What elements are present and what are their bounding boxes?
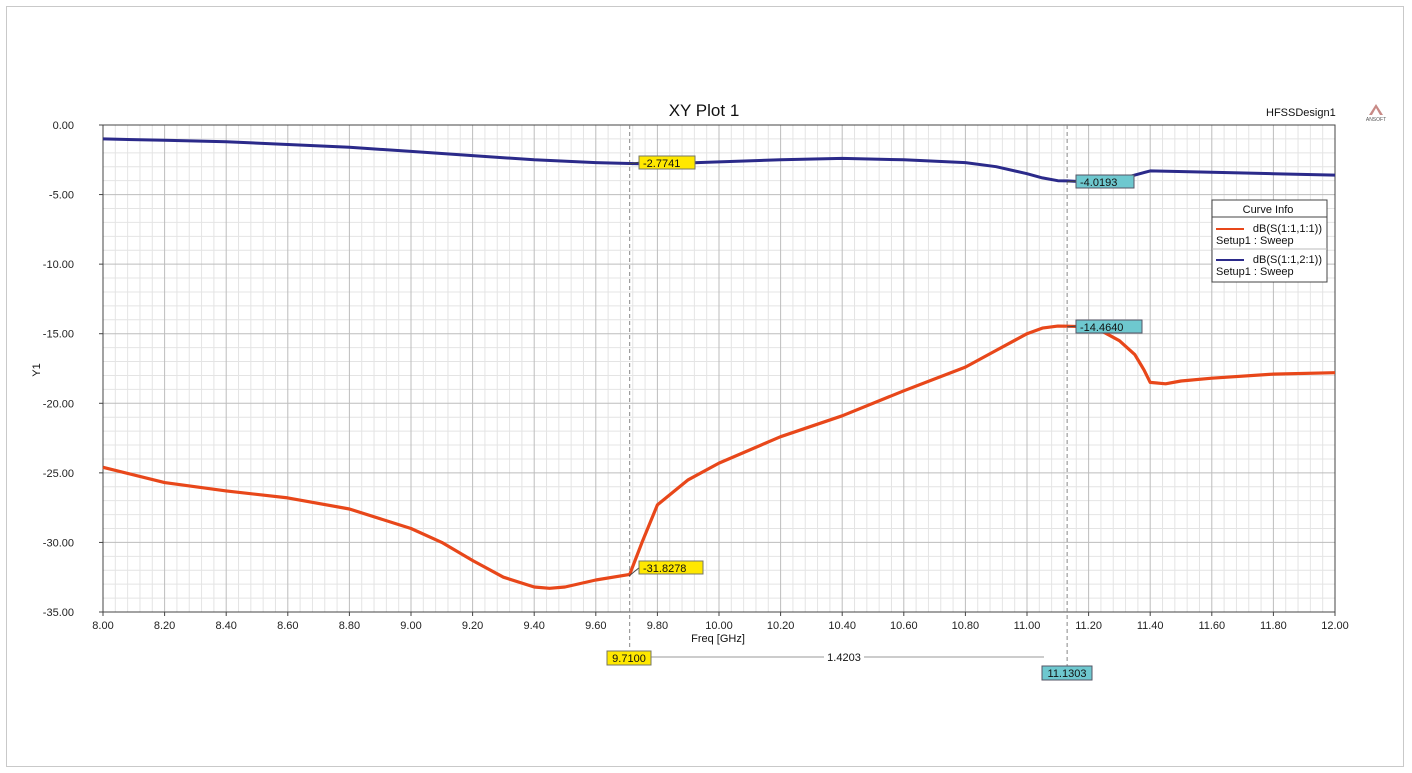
legend[interactable]: Curve Info dB(S(1:1,1:1)) Setup1 : Sweep… xyxy=(1211,199,1328,283)
marker-m1-label[interactable]: -2.7741 xyxy=(628,155,696,170)
x-tick-label: 9.80 xyxy=(647,620,668,632)
marker-m4-value: -14.4640 xyxy=(1080,322,1123,334)
marker-x2-label[interactable]: 11.1303 xyxy=(1041,665,1093,681)
y-tick-label: -5.00 xyxy=(49,190,74,202)
x-tick-label: 9.60 xyxy=(585,620,606,632)
y-tick-labels: 0.00 -5.00 -10.00 -15.00 -20.00 -25.00 -30.00 -… xyxy=(43,120,103,619)
design-name: HFSSDesign1 xyxy=(1266,107,1336,119)
legend-entry-s21: dB(S(1:1,2:1)) xyxy=(1253,254,1322,266)
x-tick-label: 11.20 xyxy=(1075,620,1102,632)
marker-x1-value: 9.7100 xyxy=(612,653,646,665)
marker-m2-value: -31.8278 xyxy=(643,563,686,575)
marker-m2-label[interactable]: -31.8278 xyxy=(628,560,704,577)
delta-value: 1.4203 xyxy=(827,652,861,664)
y-tick-label: -15.00 xyxy=(43,329,74,341)
legend-title: Curve Info xyxy=(1243,204,1294,216)
marker-x2-value: 11.1303 xyxy=(1048,668,1087,680)
ansoft-logo-icon: ANSOFT xyxy=(1366,104,1386,123)
x-tick-label: 9.20 xyxy=(462,620,483,632)
x-tick-label: 8.40 xyxy=(215,620,236,632)
major-grid xyxy=(102,124,1336,613)
x-tick-label: 10.60 xyxy=(890,620,918,632)
y-tick-label: -20.00 xyxy=(43,398,74,410)
x-tick-label: 8.60 xyxy=(277,620,298,632)
y-tick-label: -10.00 xyxy=(43,259,74,271)
x-tick-label: 11.40 xyxy=(1137,620,1164,632)
x-tick-label: 9.40 xyxy=(523,620,544,632)
chart-title: XY Plot 1 xyxy=(669,101,740,120)
marker-x1-label[interactable]: 9.7100 xyxy=(606,650,652,666)
x-tick-label: 9.00 xyxy=(400,620,421,632)
x-tick-label: 8.00 xyxy=(92,620,113,632)
x-axis-label: Freq [GHz] xyxy=(691,633,745,645)
x-tick-label: 11.60 xyxy=(1198,620,1225,632)
x-tick-label: 8.20 xyxy=(154,620,175,632)
x-tick-label: 10.20 xyxy=(767,620,795,632)
logo-text: ANSOFT xyxy=(1366,117,1386,123)
legend-entry-s11: dB(S(1:1,1:1)) xyxy=(1253,223,1322,235)
y-tick-label: -30.00 xyxy=(43,537,74,549)
marker-m4-label[interactable]: -14.4640 xyxy=(1066,319,1143,334)
x-tick-label: 10.40 xyxy=(828,620,856,632)
x-tick-label: 11.80 xyxy=(1260,620,1287,632)
x-tick-label: 10.00 xyxy=(705,620,733,632)
marker-m1-value: -2.7741 xyxy=(643,158,680,170)
legend-entry-s21-sub: Setup1 : Sweep xyxy=(1216,266,1294,278)
marker-m3-label[interactable]: -4.0193 xyxy=(1066,174,1135,189)
y-tick-label: -25.00 xyxy=(43,468,74,480)
legend-entry-s11-sub: Setup1 : Sweep xyxy=(1216,235,1294,247)
series-s11-line xyxy=(102,324,1336,590)
marker-m3-value: -4.0193 xyxy=(1080,177,1117,189)
x-tick-label: 12.00 xyxy=(1321,620,1349,632)
x-tick-label: 11.00 xyxy=(1014,620,1041,632)
x-tick-label: 8.80 xyxy=(339,620,360,632)
x-tick-label: 10.80 xyxy=(952,620,980,632)
y-axis-label: Y1 xyxy=(31,363,43,376)
y-tick-label: -35.00 xyxy=(43,607,74,619)
y-tick-label: 0.00 xyxy=(53,120,74,132)
x-tick-labels: 8.00 8.20 8.40 8.60 8.80 9.00 9.20 9.40 9.60 9.80… xyxy=(92,612,1349,632)
